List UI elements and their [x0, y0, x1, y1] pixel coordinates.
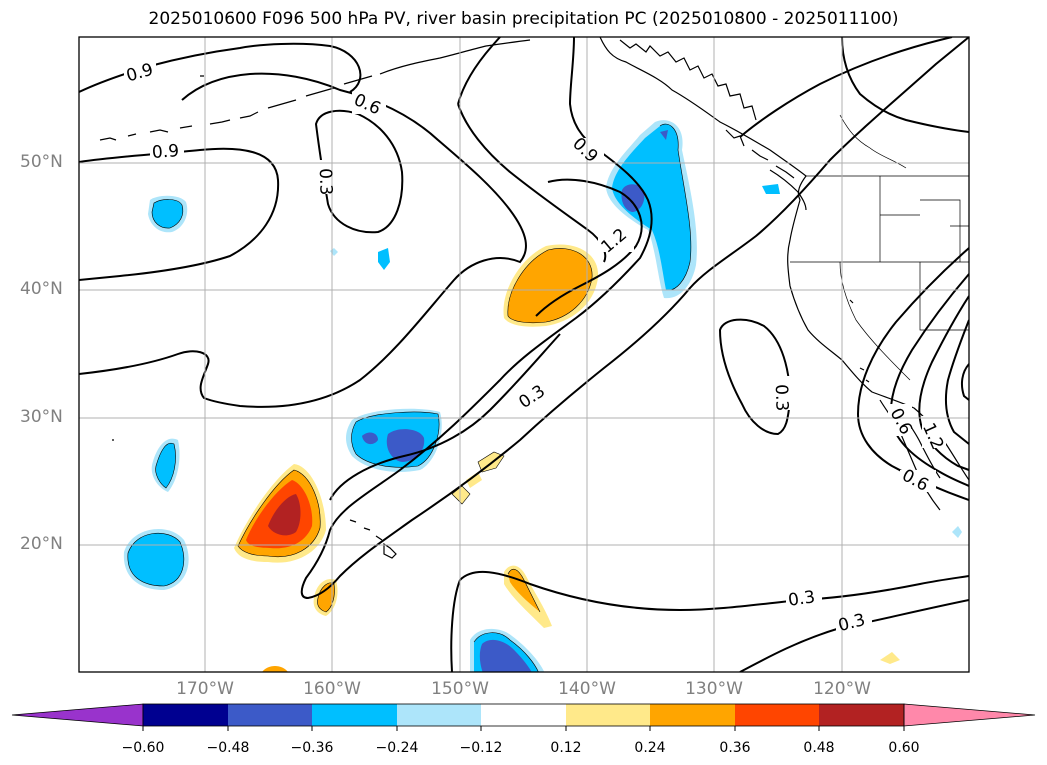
pos-anomaly-blob — [317, 582, 335, 612]
colorbar-tick-label: −0.36 — [290, 740, 334, 756]
colorbar-bin — [735, 704, 819, 726]
map-title: 2025010600 F096 500 hPa PV, river basin … — [148, 9, 899, 29]
pos-anomaly-blob — [508, 569, 540, 612]
colorbar-tick-label: 0.12 — [550, 740, 582, 756]
graticule — [79, 37, 969, 672]
pos-anomaly-blob — [507, 248, 593, 323]
colorbar-bin — [312, 704, 397, 726]
neg-anomaly-blob — [378, 248, 390, 270]
colorbar-bin — [143, 704, 228, 726]
colorbar-tick-label: 0.48 — [803, 740, 835, 756]
contour-label: 0.3 — [787, 587, 817, 611]
neg-anomaly-blob — [612, 124, 691, 291]
lat-label: 30°N — [20, 407, 63, 427]
neg-anomaly-blob — [362, 432, 378, 445]
colorbar-tick-label: −0.12 — [459, 740, 503, 756]
colorbar-bin — [228, 704, 312, 726]
colorbar-tick-label: 0.24 — [634, 740, 666, 756]
lon-label: 150°W — [431, 679, 489, 699]
lat-label: 50°N — [20, 152, 63, 172]
colorbar-frame — [142, 703, 905, 727]
map-frame — [78, 36, 970, 673]
colorbar-tick-label: 0.36 — [719, 740, 751, 756]
lat-label: 40°N — [20, 279, 63, 299]
colorbar-bin — [650, 704, 735, 726]
neg-anomaly-blob — [127, 533, 184, 586]
political-borders — [790, 114, 969, 381]
colorbar — [11, 703, 1036, 731]
colorbar-bin — [566, 704, 650, 726]
neg-anomaly-blob — [660, 130, 668, 140]
colorbar-bin — [819, 704, 904, 726]
neg-anomaly-blob — [762, 184, 780, 194]
lat-label: 20°N — [20, 534, 63, 554]
contour-label: 0.3 — [315, 168, 336, 196]
colorbar-tick-label: 0.60 — [888, 740, 920, 756]
colorbar-tick-label: −0.48 — [206, 740, 250, 756]
lon-label: 130°W — [685, 679, 743, 699]
lon-label: 120°W — [813, 679, 871, 699]
colorbar-tick-label: −0.24 — [375, 740, 419, 756]
contour-label-backgrounds — [124, 61, 946, 634]
lon-label: 170°W — [176, 679, 234, 699]
neg-anomaly-blob — [479, 639, 532, 672]
lon-label: 160°W — [303, 679, 361, 699]
neg-anomaly-blob — [155, 443, 176, 488]
pos-anomaly-blob — [262, 666, 288, 672]
neg-anomaly-blob — [152, 199, 183, 229]
neg-anomaly-blob — [952, 526, 962, 538]
colorbar-bin — [481, 704, 566, 726]
pos-anomaly-blob — [268, 494, 301, 536]
colorbar-bin — [397, 704, 481, 726]
neg-anomaly-blob — [621, 184, 645, 212]
map-background — [79, 37, 969, 672]
colorbar-extend-low — [11, 703, 144, 727]
precip-shading — [123, 120, 962, 672]
colorbar-extend-high — [903, 703, 1036, 727]
contour-label: 0.3 — [771, 384, 792, 412]
pos-anomaly-blob — [880, 652, 900, 664]
pos-anomaly-blob — [466, 472, 482, 488]
precip-outlines — [127, 123, 692, 672]
contour-label: 0.9 — [151, 141, 179, 163]
colorbar-tick-label: −0.60 — [121, 740, 165, 756]
lon-label: 140°W — [558, 679, 616, 699]
